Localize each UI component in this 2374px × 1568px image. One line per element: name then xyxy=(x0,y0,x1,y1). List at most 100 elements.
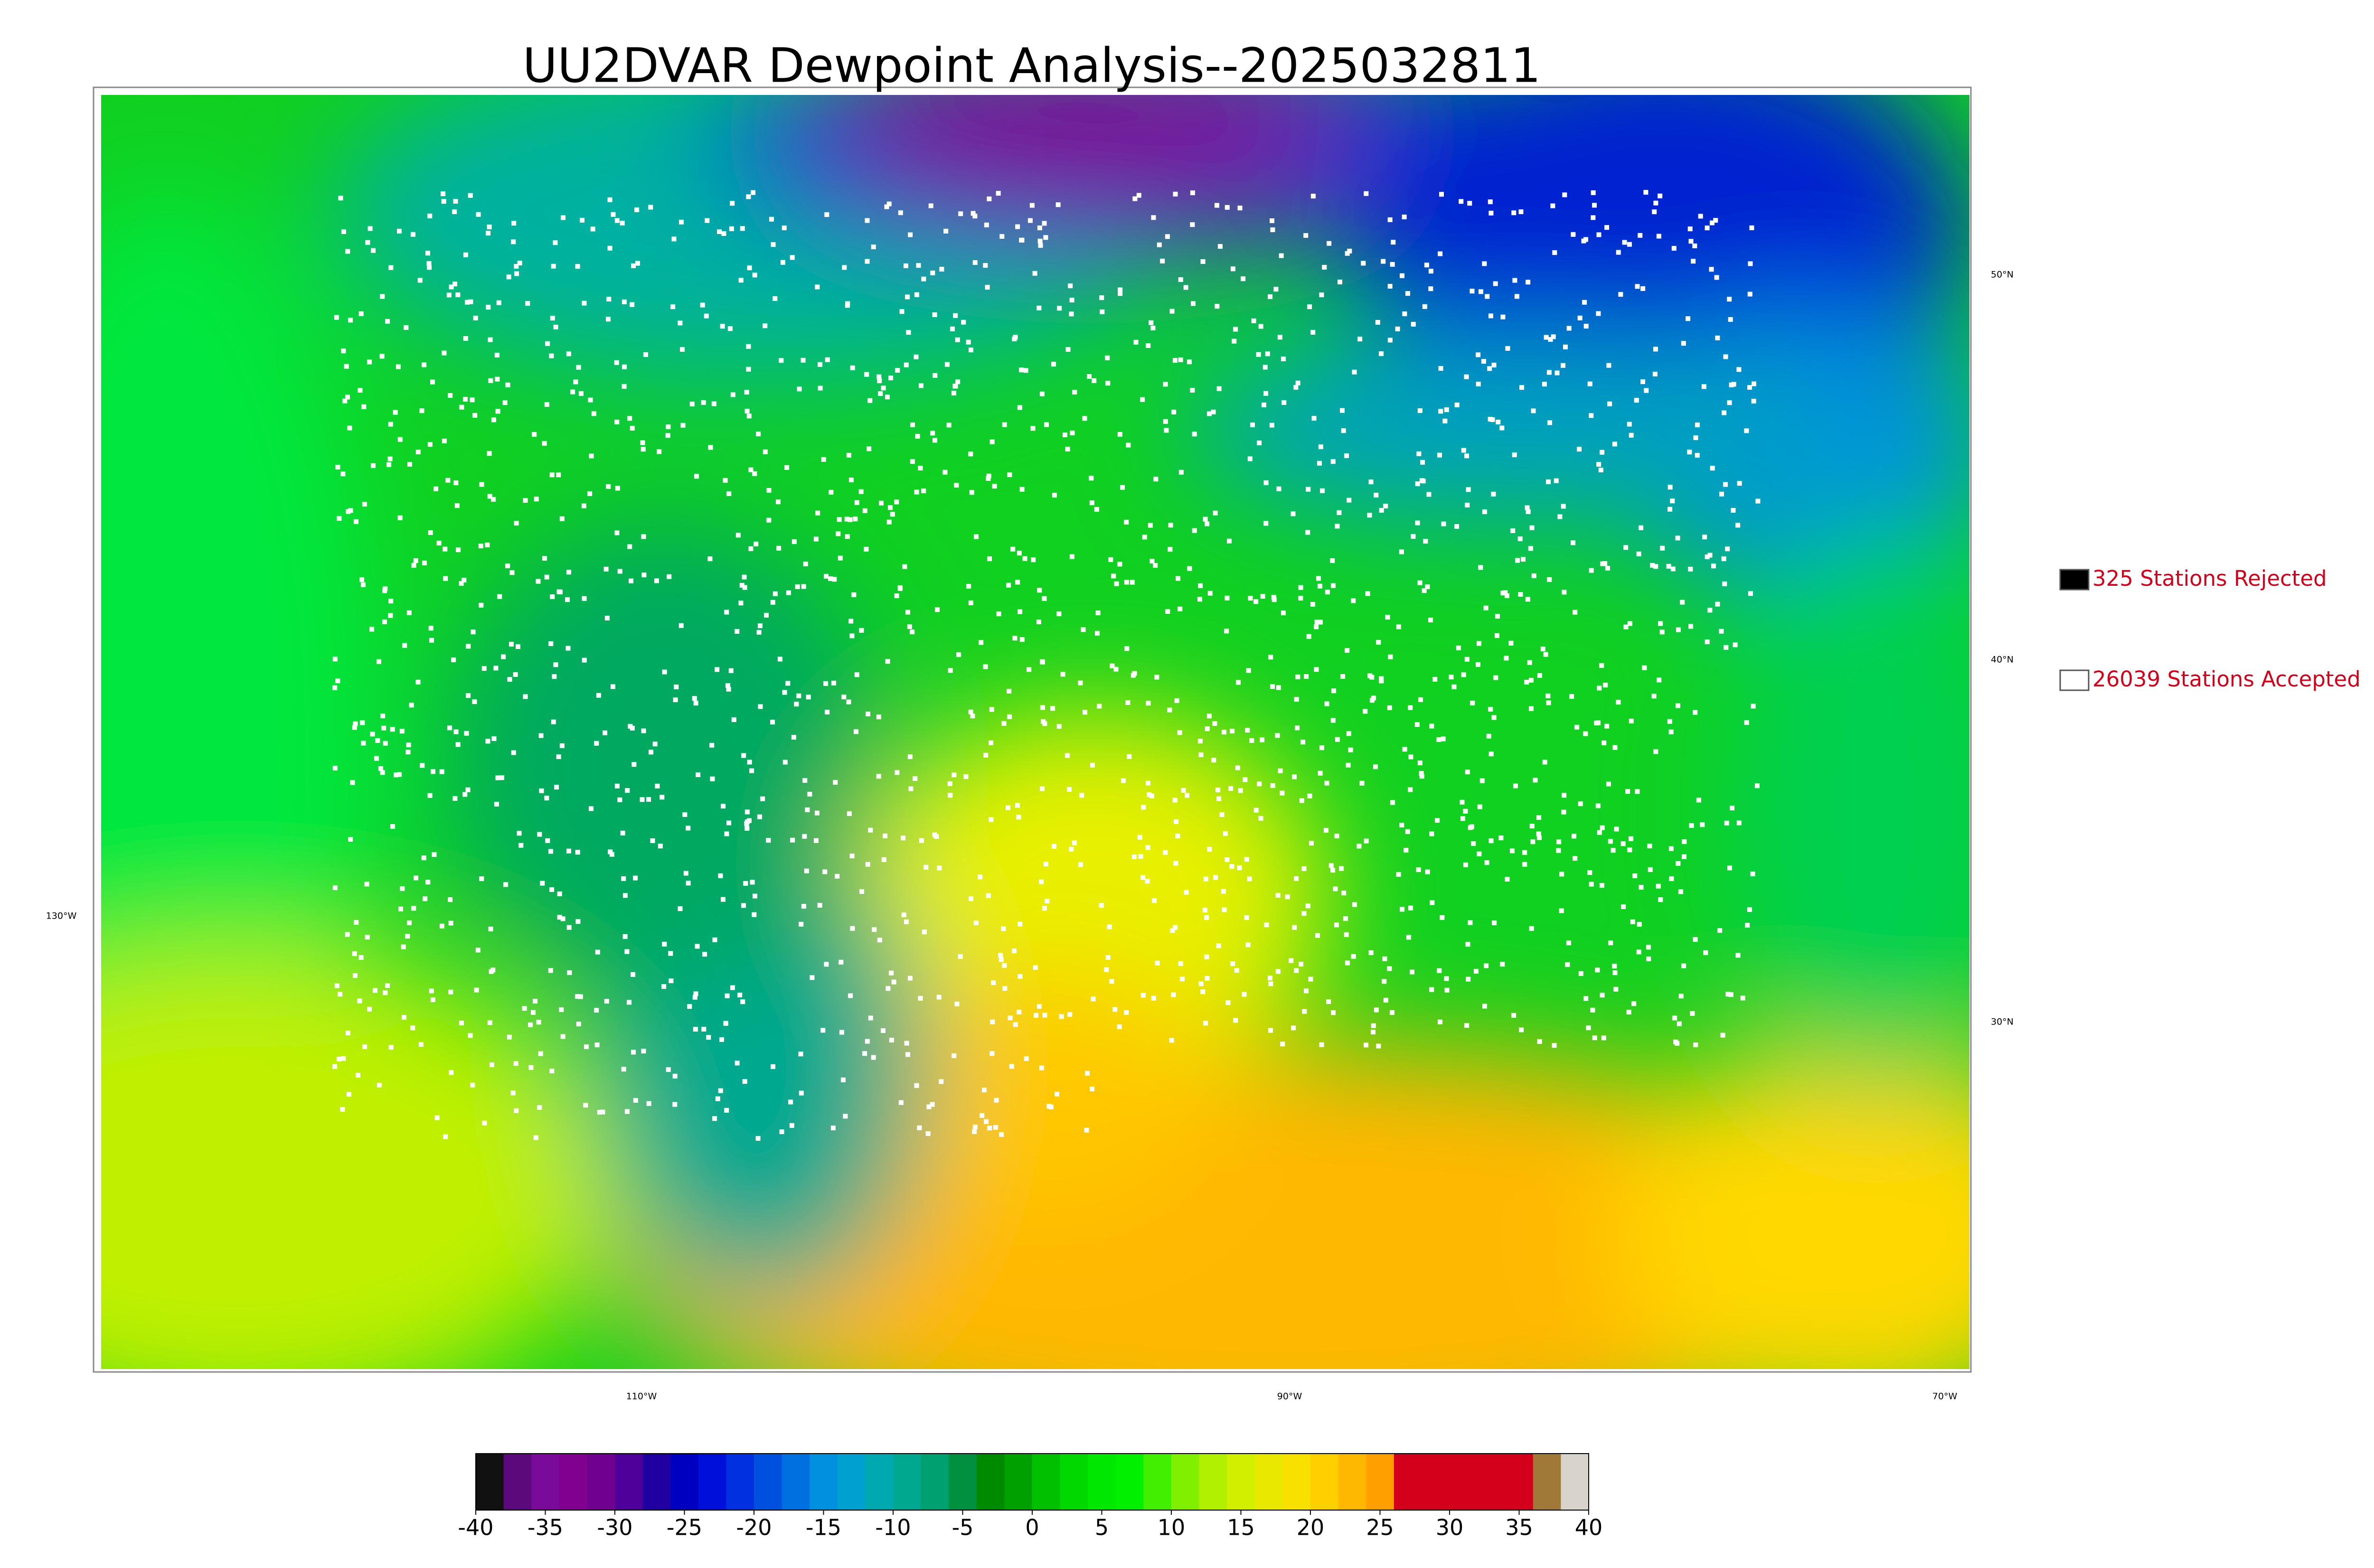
station-dot xyxy=(858,489,864,494)
station-dot xyxy=(365,240,370,245)
station-dot xyxy=(1023,368,1028,373)
station-dot xyxy=(760,796,765,801)
station-dot xyxy=(1389,1010,1394,1015)
station-dot xyxy=(1270,783,1275,788)
station-dot xyxy=(989,707,994,712)
station-dot xyxy=(1640,286,1646,291)
station-dot xyxy=(654,578,659,583)
station-dot xyxy=(689,402,695,407)
station-dot xyxy=(1582,300,1587,305)
station-dot xyxy=(1177,730,1182,735)
station-dot xyxy=(539,788,544,793)
station-dot xyxy=(693,1027,698,1032)
station-dot xyxy=(1207,411,1212,416)
station-dot xyxy=(1042,906,1047,911)
station-dot xyxy=(973,534,979,539)
station-dot xyxy=(828,576,833,582)
station-dot xyxy=(1294,968,1299,973)
station-dot xyxy=(865,218,870,223)
station-dot xyxy=(1571,540,1576,545)
station-dot xyxy=(985,285,990,290)
station-dot xyxy=(1364,838,1369,844)
station-dot xyxy=(1265,351,1270,357)
station-dot xyxy=(720,324,725,329)
station-dot xyxy=(334,315,339,320)
station-dot xyxy=(1650,563,1655,568)
station-dot xyxy=(1693,435,1698,441)
longitude-label: 130°W xyxy=(46,911,77,921)
station-dot xyxy=(972,1124,978,1129)
station-dot xyxy=(427,265,432,270)
station-dot xyxy=(1248,596,1253,601)
station-dot xyxy=(1556,848,1561,853)
station-dot xyxy=(1578,971,1583,976)
station-dot xyxy=(1623,624,1629,629)
station-dot xyxy=(1203,1021,1208,1026)
station-dot xyxy=(1051,844,1056,849)
station-dot xyxy=(627,1000,632,1005)
station-dot xyxy=(1319,292,1324,298)
map-field xyxy=(101,95,1969,1369)
station-dot xyxy=(1052,493,1057,498)
station-dot xyxy=(1310,602,1315,607)
station-dot xyxy=(1017,921,1023,927)
station-dot xyxy=(1118,291,1123,296)
colorbar-segment xyxy=(949,1454,977,1510)
station-dot xyxy=(1078,862,1083,867)
colorbar-segment xyxy=(1282,1454,1311,1510)
station-dot xyxy=(369,627,375,632)
station-dot xyxy=(426,261,432,266)
station-dot xyxy=(515,644,520,649)
station-dot xyxy=(907,624,912,629)
station-dot xyxy=(1151,995,1156,1001)
station-dot xyxy=(1275,733,1280,738)
station-dot xyxy=(371,248,376,253)
station-dot xyxy=(399,729,405,734)
station-dot xyxy=(1648,867,1653,872)
station-dot xyxy=(1613,986,1619,992)
station-dot xyxy=(353,721,358,726)
station-dot xyxy=(1268,981,1273,986)
station-dot xyxy=(1368,950,1374,955)
station-dot xyxy=(377,1082,382,1088)
station-dot xyxy=(387,456,393,461)
station-dot xyxy=(1268,294,1273,300)
station-dot xyxy=(345,249,350,254)
station-dot xyxy=(1306,487,1311,492)
station-dot xyxy=(744,809,750,815)
station-dot xyxy=(867,398,873,403)
station-dot xyxy=(1045,899,1050,904)
station-dot xyxy=(415,679,421,685)
station-dot xyxy=(1305,530,1310,535)
station-dot xyxy=(996,611,1001,617)
station-dot xyxy=(1387,705,1392,710)
station-dot xyxy=(548,849,553,854)
station-dot xyxy=(607,245,612,251)
station-dot xyxy=(1126,442,1131,448)
station-dot xyxy=(838,959,844,965)
station-dot xyxy=(1390,262,1395,267)
station-dot xyxy=(1520,557,1526,562)
station-dot xyxy=(1017,609,1023,614)
station-dot xyxy=(1658,621,1663,626)
station-dot xyxy=(1002,963,1007,968)
station-dot xyxy=(463,252,468,257)
station-dot xyxy=(534,497,539,502)
station-dot xyxy=(694,474,699,479)
station-dot xyxy=(589,453,594,459)
station-dot xyxy=(1145,845,1150,850)
station-dot xyxy=(1441,736,1446,742)
station-dot xyxy=(1711,563,1716,569)
station-dot xyxy=(1396,872,1401,877)
station-dot xyxy=(1042,221,1047,226)
station-dot xyxy=(594,1007,599,1013)
station-dot xyxy=(1600,993,1605,998)
station-dot xyxy=(1675,703,1680,708)
station-dot xyxy=(1236,680,1241,685)
station-dot xyxy=(1630,919,1635,924)
station-dot xyxy=(488,378,493,383)
station-dot xyxy=(1505,346,1510,351)
station-dot xyxy=(1079,793,1084,798)
station-dot xyxy=(1340,674,1345,679)
station-dot xyxy=(908,232,913,237)
